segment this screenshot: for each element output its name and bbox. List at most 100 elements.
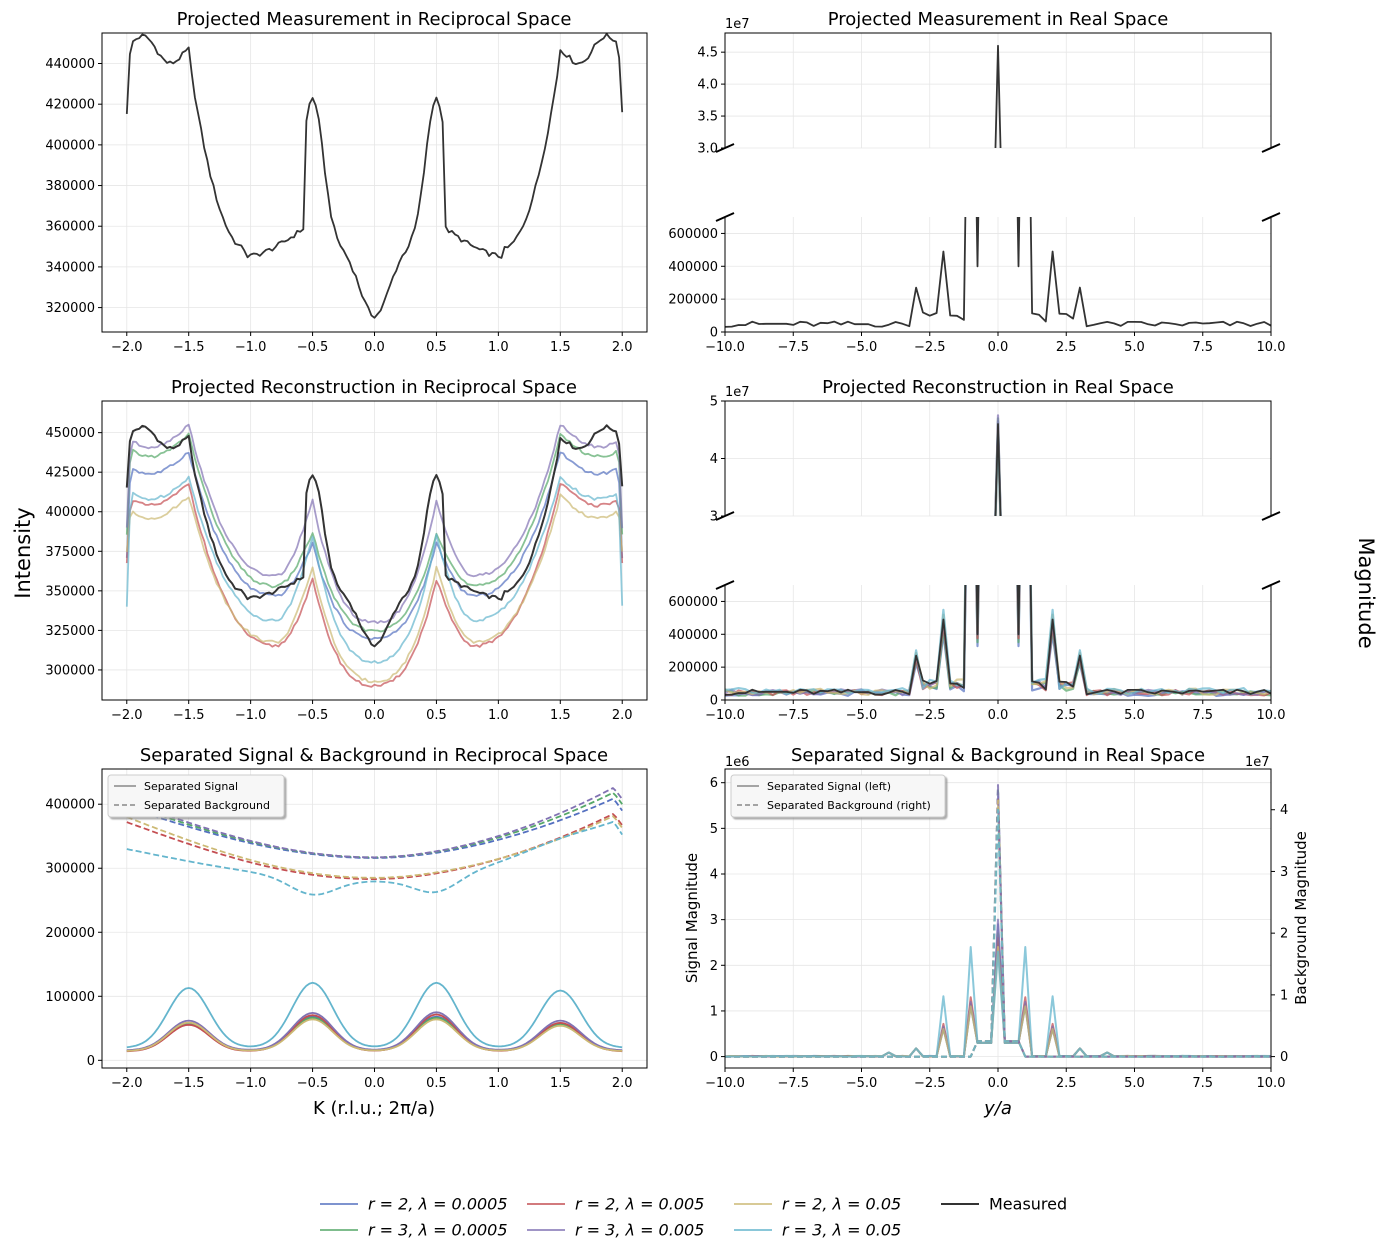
signal-line-r3_l05 bbox=[126, 981, 623, 1049]
y-tick-label: 420000 bbox=[45, 98, 95, 113]
y-tick-label: 440000 bbox=[45, 57, 95, 72]
y-tick-label: 400000 bbox=[668, 260, 718, 275]
legend-label-r3_l005: r = 3, λ = 0.005 bbox=[575, 1221, 704, 1240]
y-tick-label-right: 4 bbox=[1280, 803, 1288, 818]
y-tick-label: 400000 bbox=[668, 628, 718, 643]
y-tick-label: 380000 bbox=[45, 179, 95, 194]
y-tick-label: 4.0 bbox=[697, 78, 718, 93]
y-tick-label-right: 3 bbox=[1280, 865, 1288, 880]
x-tick-label: −2.0 bbox=[111, 1076, 143, 1091]
series-line-measured bbox=[125, 424, 624, 648]
chart-title: Separated Signal & Background in Recipro… bbox=[140, 745, 608, 766]
legend-label-r3_l05: r = 3, λ = 0.05 bbox=[782, 1221, 901, 1240]
y-tick-label: 3.0 bbox=[697, 142, 718, 157]
y-tick-label: 3 bbox=[710, 913, 718, 928]
y-tick-label: 425000 bbox=[45, 466, 95, 481]
x-tick-label: −1.5 bbox=[173, 1076, 205, 1091]
x-tick-label: 5.0 bbox=[1124, 340, 1145, 355]
x-tick-label: −7.5 bbox=[777, 340, 809, 355]
x-tick-label: 5.0 bbox=[1124, 1076, 1145, 1091]
y-tick-label: 350000 bbox=[45, 584, 95, 599]
y-tick-label: 600000 bbox=[668, 595, 718, 610]
x-axis-label: y/a bbox=[983, 1098, 1012, 1119]
y-tick-label: 320000 bbox=[45, 301, 95, 316]
series-line-lower-measured bbox=[725, 217, 1271, 328]
axis-break-mark bbox=[1261, 143, 1281, 153]
x-tick-label: −7.5 bbox=[777, 1076, 809, 1091]
legend-label-measured: Measured bbox=[989, 1195, 1067, 1214]
x-tick-label: 0.0 bbox=[988, 340, 1009, 355]
x-tick-label: 2.5 bbox=[1056, 1076, 1077, 1091]
legend-label-background: Separated Background (right) bbox=[767, 799, 931, 812]
chart-p2: −10.0 −7.5 −5.0 −2.5 0.0 2.5 5.0 7.5 10.0 3.0 3.5 4… bbox=[668, 9, 1286, 355]
x-tick-label: 0.0 bbox=[364, 1076, 385, 1091]
y-tick-label: 325000 bbox=[45, 624, 95, 639]
x-tick-label: 2.0 bbox=[612, 1076, 633, 1091]
y-tick-label-right: 2 bbox=[1280, 927, 1288, 942]
x-tick-label: −5.0 bbox=[846, 1076, 878, 1091]
x-tick-label: −10.0 bbox=[705, 1076, 745, 1091]
x-tick-label: 1.5 bbox=[550, 708, 571, 723]
y-tick-label: 600000 bbox=[668, 227, 718, 242]
x-tick-label: −0.5 bbox=[297, 708, 329, 723]
y-tick-label: 4 bbox=[710, 452, 718, 467]
series-line-upper-measured bbox=[994, 423, 1002, 516]
axis-break-mark bbox=[1261, 511, 1281, 521]
x-tick-label: 0.0 bbox=[988, 1076, 1009, 1091]
y-tick-label: 340000 bbox=[45, 260, 95, 275]
x-tick-label: 1.0 bbox=[488, 1076, 509, 1091]
x-tick-label: −0.5 bbox=[297, 1076, 329, 1091]
x-tick-label: 0.0 bbox=[364, 708, 385, 723]
y-axis-label-right: Background Magnitude bbox=[1292, 831, 1310, 1005]
x-tick-label: −2.5 bbox=[914, 1076, 946, 1091]
x-tick-label: 10.0 bbox=[1257, 340, 1286, 355]
y-tick-label: 375000 bbox=[45, 545, 95, 560]
y-tick-label: 1 bbox=[710, 1004, 718, 1019]
legend-box bbox=[107, 774, 285, 818]
x-tick-label: 2.0 bbox=[612, 340, 633, 355]
series-line-measured bbox=[125, 33, 624, 319]
y-tick-label: 400000 bbox=[45, 505, 95, 520]
y-tick-label: 200000 bbox=[45, 926, 95, 941]
chart-title: Separated Signal & Background in Real Sp… bbox=[791, 745, 1205, 766]
main-legend: r = 2, λ = 0.0005 r = 3, λ = 0.0005 r = 2,… bbox=[320, 1195, 1067, 1240]
chart-title: Projected Reconstruction in Real Space bbox=[822, 377, 1174, 398]
series-line-lower-measured bbox=[725, 585, 1271, 696]
x-tick-label: 0.0 bbox=[988, 708, 1009, 723]
y-tick-label: 450000 bbox=[45, 426, 95, 441]
x-tick-label: 2.5 bbox=[1056, 708, 1077, 723]
x-axis-label: K (r.l.u.; 2π/a) bbox=[313, 1098, 435, 1119]
y-tick-label: 300000 bbox=[45, 663, 95, 678]
series-line-upper-measured bbox=[994, 44, 1002, 148]
y-tick-label: 0 bbox=[710, 326, 718, 341]
x-tick-label: 0.5 bbox=[426, 340, 447, 355]
chart-title: Projected Measurement in Reciprocal Spac… bbox=[177, 9, 572, 30]
y-tick-label: 5 bbox=[710, 822, 718, 837]
y-tick-label: 2 bbox=[710, 959, 718, 974]
chart-p6: −10.0 −7.5 −5.0 −2.5 0.0 2.5 5.0 7.5 10.0 0 1 2 3 4 5 6… bbox=[683, 745, 1310, 1119]
shared-ylabel: Intensity bbox=[11, 507, 35, 598]
y-tick-label-right: 0 bbox=[1280, 1050, 1288, 1065]
x-tick-label: −0.5 bbox=[297, 340, 329, 355]
x-tick-label: 1.5 bbox=[550, 340, 571, 355]
background-line-r3_l005 bbox=[126, 787, 623, 859]
series-line-r3_l05 bbox=[125, 475, 624, 664]
background-line-r3_l05 bbox=[725, 808, 1271, 1058]
x-tick-label: 7.5 bbox=[1192, 1076, 1213, 1091]
y-tick-label: 0 bbox=[710, 694, 718, 709]
x-tick-label: −1.0 bbox=[235, 708, 267, 723]
y-tick-label: 5 bbox=[710, 395, 718, 410]
x-tick-label: −1.5 bbox=[173, 708, 205, 723]
y-tick-label: 3.5 bbox=[697, 110, 718, 125]
y-tick-label: 400000 bbox=[45, 138, 95, 153]
y-tick-label: 3 bbox=[710, 510, 718, 525]
x-tick-label: 1.0 bbox=[488, 708, 509, 723]
series-line-r2_l005 bbox=[125, 483, 624, 688]
axis-scale-note: 1e7 bbox=[725, 17, 750, 32]
shared-right-ylabel: Magnitude bbox=[1354, 537, 1378, 648]
x-tick-label: −1.0 bbox=[235, 340, 267, 355]
x-tick-label: −1.0 bbox=[235, 1076, 267, 1091]
x-tick-label: −10.0 bbox=[705, 708, 745, 723]
y-tick-label: 400000 bbox=[45, 798, 95, 813]
